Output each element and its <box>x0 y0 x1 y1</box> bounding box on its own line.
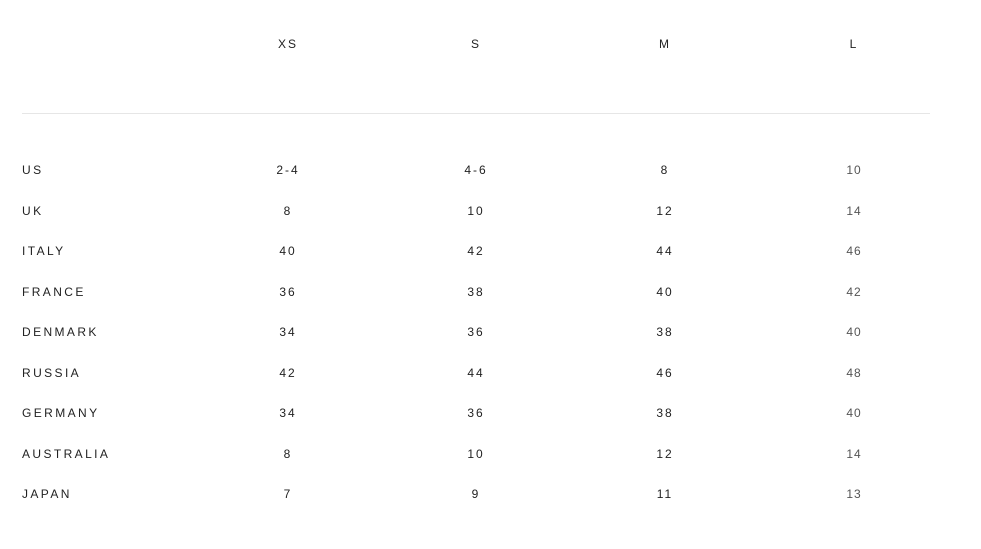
size-cell: 2-4 <box>276 163 300 177</box>
size-cell: 8 <box>283 203 293 218</box>
size-cell: 34 <box>279 406 297 420</box>
size-cell: 11 <box>656 487 674 501</box>
size-cell: 42 <box>467 244 485 258</box>
row-label-russia: RUSSIA <box>22 365 82 380</box>
size-cell: 12 <box>656 446 674 461</box>
row-label-australia: AUSTRALIA <box>22 446 111 461</box>
column-header-s: S <box>470 37 482 51</box>
size-cell: 40 <box>846 325 862 339</box>
row-label-uk: UK <box>22 203 44 218</box>
size-cell: 48 <box>846 365 862 380</box>
size-cell: 36 <box>279 284 297 299</box>
size-cell: 14 <box>846 203 862 218</box>
size-cell: 34 <box>279 325 297 339</box>
size-cell: 36 <box>467 406 485 420</box>
column-header-l: L <box>849 37 859 51</box>
size-cell: 12 <box>656 203 674 218</box>
size-cell: 40 <box>279 244 297 258</box>
size-cell: 40 <box>656 284 674 299</box>
size-cell: 10 <box>467 446 485 461</box>
row-label-denmark: DENMARK <box>22 325 99 339</box>
header-divider <box>22 113 930 114</box>
column-header-xs: XS <box>277 37 299 51</box>
size-cell: 40 <box>846 406 862 420</box>
size-cell: 9 <box>471 487 481 501</box>
size-cell: 7 <box>283 487 293 501</box>
size-cell: 36 <box>467 325 485 339</box>
size-cell: 38 <box>656 325 674 339</box>
size-cell: 38 <box>656 406 674 420</box>
size-cell: 8 <box>660 163 670 177</box>
row-label-us: US <box>22 163 44 177</box>
size-cell: 8 <box>283 446 293 461</box>
size-cell: 38 <box>467 284 485 299</box>
row-label-france: FRANCE <box>22 284 86 299</box>
size-cell: 46 <box>846 244 862 258</box>
row-label-italy: ITALY <box>22 244 66 258</box>
size-cell: 4-6 <box>464 163 488 177</box>
size-cell: 44 <box>467 365 485 380</box>
size-cell: 42 <box>279 365 297 380</box>
row-label-japan: JAPAN <box>22 487 72 501</box>
row-label-germany: GERMANY <box>22 406 100 420</box>
column-header-m: M <box>659 37 671 51</box>
size-cell: 14 <box>846 446 862 461</box>
size-cell: 42 <box>846 284 862 299</box>
size-cell: 10 <box>467 203 485 218</box>
size-cell: 10 <box>846 163 862 177</box>
size-cell: 13 <box>846 487 862 501</box>
size-cell: 44 <box>656 244 674 258</box>
size-cell: 46 <box>656 365 674 380</box>
